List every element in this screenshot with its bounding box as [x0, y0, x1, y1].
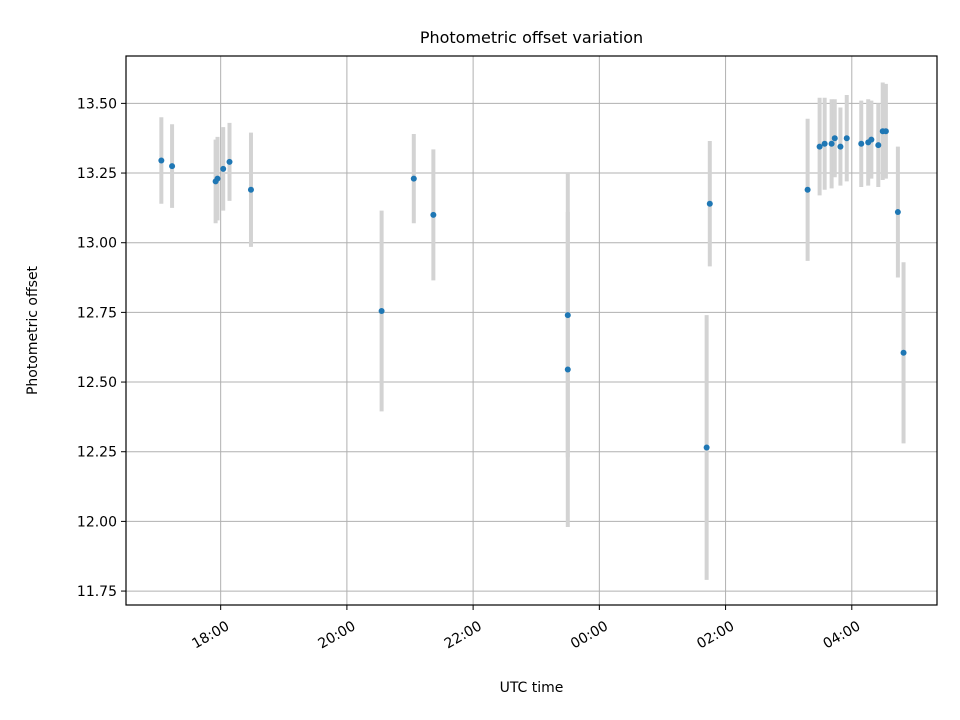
x-tick-label: 04:00	[820, 618, 863, 652]
data-point	[226, 158, 233, 165]
grid-lines	[126, 56, 937, 605]
x-axis-ticks: 18:00 20:00 22:00 00:00 02:00 04:00	[189, 605, 863, 652]
data-point	[430, 211, 437, 218]
data-point	[220, 165, 227, 172]
y-tick-label: 13.50	[77, 96, 117, 112]
data-point	[837, 143, 844, 150]
y-tick-label: 12.00	[77, 514, 117, 530]
data-point	[875, 142, 882, 149]
plot-frame	[125, 55, 938, 606]
data-point	[564, 312, 571, 319]
x-tick-label: 20:00	[316, 618, 359, 652]
x-tick-label: 00:00	[568, 618, 611, 652]
y-tick-label: 11.75	[77, 584, 117, 600]
data-point	[882, 128, 889, 135]
y-tick-label: 12.50	[77, 375, 117, 391]
data-point	[900, 349, 907, 356]
x-tick-label: 22:00	[442, 618, 485, 652]
data-point	[378, 307, 385, 314]
data-point	[564, 366, 571, 373]
data-point	[247, 186, 254, 193]
data-point	[858, 140, 865, 147]
data-points	[158, 128, 907, 451]
data-point	[828, 140, 835, 147]
y-tick-label: 13.25	[77, 166, 117, 182]
y-axis-ticks: 11.75 12.00 12.25 12.50 12.75 13.00 13.25 13.50	[77, 96, 126, 600]
data-point	[804, 186, 811, 193]
x-tick-label: 18:00	[189, 618, 232, 652]
x-tick-label: 02:00	[694, 618, 737, 652]
x-axis-label: UTC time	[500, 680, 564, 696]
data-point	[816, 143, 823, 150]
y-tick-label: 12.75	[77, 305, 117, 321]
y-tick-label: 12.25	[77, 445, 117, 461]
data-point	[169, 163, 176, 170]
error-bars	[159, 82, 906, 580]
data-point	[703, 444, 710, 451]
data-point	[831, 135, 838, 142]
data-point	[821, 140, 828, 147]
data-point	[868, 136, 875, 143]
data-point	[894, 209, 901, 216]
chart-title: Photometric offset variation	[420, 28, 643, 47]
data-point	[214, 175, 221, 182]
data-point	[706, 200, 713, 207]
y-tick-label: 13.00	[77, 236, 117, 252]
data-point	[843, 135, 850, 142]
data-point	[158, 157, 165, 164]
y-axis-label: Photometric offset	[25, 265, 41, 395]
data-point	[410, 175, 417, 182]
